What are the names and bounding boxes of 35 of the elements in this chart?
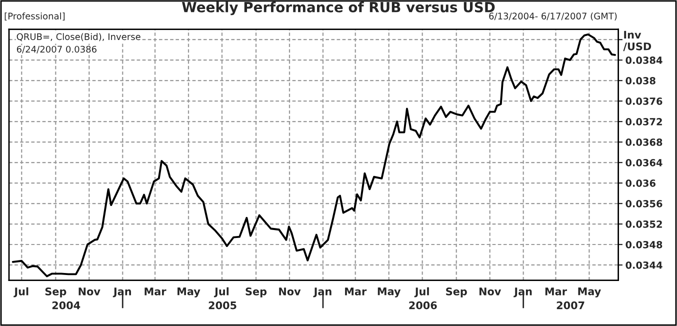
y-tick-label: 0.0344: [626, 261, 662, 269]
x-tick-label: Mar: [144, 288, 166, 296]
x2-tick-label: 2007: [556, 301, 584, 310]
x2-tick-label: 2006: [409, 301, 437, 310]
y-axis-title: Inv /USD: [623, 30, 652, 52]
line-series: [12, 33, 616, 278]
y-tick-label: 0.0364: [626, 159, 662, 166]
y-tick-label: 0.0376: [626, 98, 662, 105]
text: [Professional]: [4, 12, 65, 21]
y-tick-label: 0.0384: [626, 56, 662, 64]
annotation: 6/24/2007 0.0386: [16, 46, 96, 54]
x2-tick-label: 2005: [208, 301, 236, 310]
y-tick-label: 0.038: [626, 77, 656, 84]
x-tick-label: Nov: [279, 288, 301, 296]
y-tick-label: 0.0372: [626, 118, 662, 126]
x-tick-label: Nov: [479, 288, 502, 296]
x-tick-label: Jul: [14, 287, 28, 298]
x2-tick-label: 2004: [52, 301, 80, 310]
x-tick-label: May: [378, 288, 401, 298]
x-tick-label: Nov: [78, 288, 100, 296]
x-tick-label: Sep: [45, 287, 66, 298]
y-tick-label: 0.0348: [626, 240, 662, 248]
y-tick-label: 0.0368: [626, 138, 662, 146]
y-tick-label: 0.0356: [626, 200, 662, 208]
x-tick-label: Sep: [446, 287, 467, 298]
x-tick-label: May: [178, 288, 200, 298]
x-tick-label: Jul: [414, 287, 429, 298]
x-tick-label: May: [578, 288, 601, 298]
y-tick-label: 0.0352: [626, 220, 662, 228]
x-tick-label: Mar: [345, 288, 367, 296]
x-tick-label: Sep: [246, 287, 267, 298]
y-tick-label: 0.036: [626, 180, 656, 187]
x-tick-label: Jul: [214, 287, 229, 298]
x-tick-label: Mar: [545, 288, 567, 296]
annotation: QRUB=, Close(Bid), Inverse: [16, 33, 140, 42]
